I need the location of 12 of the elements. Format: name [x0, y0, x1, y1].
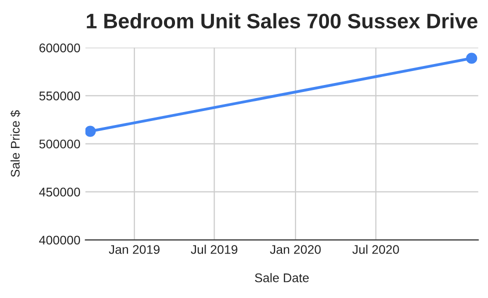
x-axis-title: Sale Date [254, 273, 309, 282]
x-tick-label: Jan 2020 [270, 245, 321, 254]
x-tick-label: Jul 2020 [352, 244, 399, 254]
y-tick-label: 550000 [39, 92, 80, 100]
y-tick-label: 600000 [39, 43, 80, 52]
x-tick-label: Jan 2019 [108, 245, 160, 254]
y-tick-label: 450000 [39, 188, 80, 196]
y-axis-title: Sale Price $ [10, 110, 20, 177]
x-tick-label: Jul 2019 [190, 244, 238, 254]
chart-title: 1 Bedroom Unit Sales 700 Sussex Drive [86, 13, 478, 28]
y-tick-label: 500000 [39, 140, 80, 148]
y-tick-label: 400000 [39, 236, 80, 245]
